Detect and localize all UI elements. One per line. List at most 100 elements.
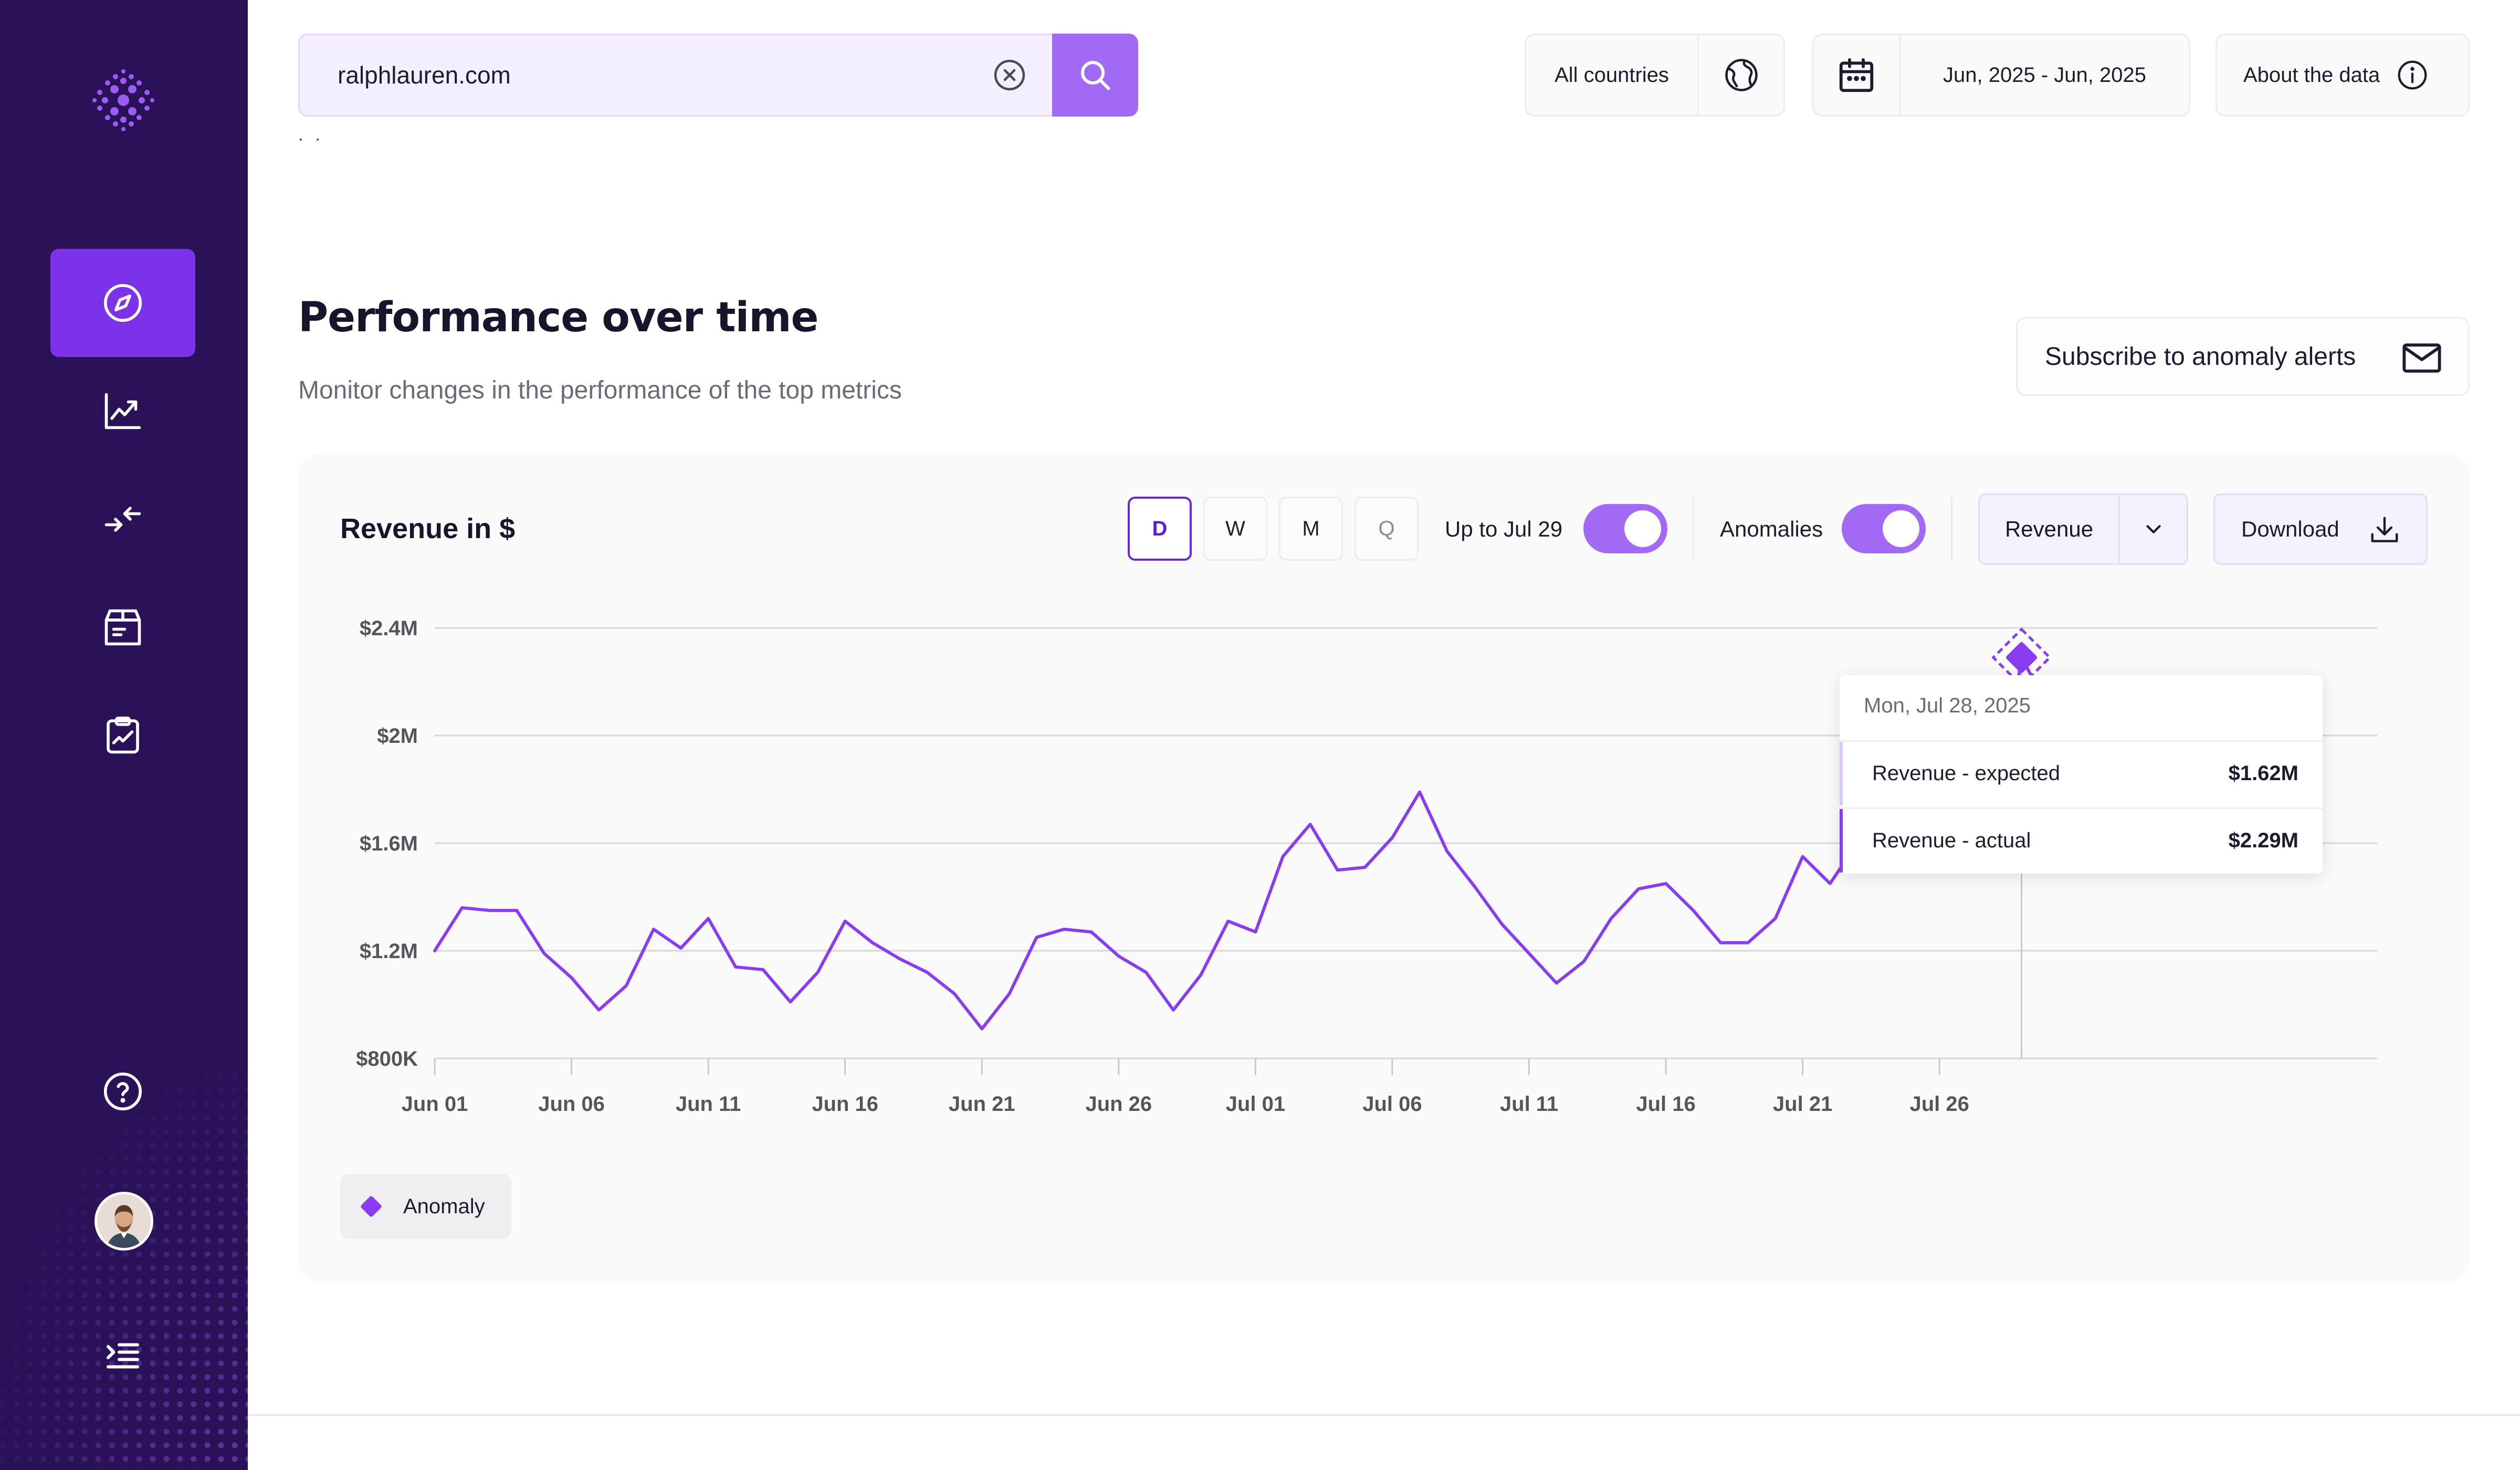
data-point[interactable] <box>678 945 684 951</box>
data-point[interactable] <box>1252 929 1258 935</box>
data-point[interactable] <box>869 940 876 946</box>
data-point[interactable] <box>1471 883 1477 889</box>
data-point[interactable] <box>1198 972 1204 978</box>
data-point[interactable] <box>541 950 547 957</box>
data-point[interactable] <box>1553 980 1560 986</box>
data-point[interactable] <box>1581 959 1587 965</box>
section-subtitle: Monitor changes in the performance of th… <box>298 376 902 404</box>
data-point[interactable] <box>1335 867 1341 873</box>
download-button[interactable]: Download <box>2213 494 2428 565</box>
data-point[interactable] <box>1745 940 1751 946</box>
data-point[interactable] <box>951 991 958 997</box>
brand-logo[interactable] <box>89 66 158 134</box>
data-point[interactable] <box>459 905 465 911</box>
subscribe-alerts-button[interactable]: Subscribe to anomaly alerts <box>2016 317 2470 396</box>
data-point[interactable] <box>1690 907 1696 914</box>
up-to-toggle[interactable] <box>1583 504 1667 553</box>
domain-search-field[interactable]: ralphlauren.com <box>298 34 1054 117</box>
sidebar <box>0 0 248 1470</box>
country-selector[interactable]: All countries <box>1525 34 1785 117</box>
anomaly-legend-marker <box>360 1195 383 1218</box>
data-point[interactable] <box>1389 835 1395 841</box>
data-point[interactable] <box>1225 918 1231 925</box>
data-point[interactable] <box>760 967 766 973</box>
calendar-icon <box>1839 58 1874 92</box>
data-point[interactable] <box>1088 929 1095 935</box>
data-point[interactable] <box>732 964 739 970</box>
anomalies-toggle[interactable] <box>1842 504 1926 553</box>
data-point[interactable] <box>1663 880 1669 887</box>
collapse-sidebar-button[interactable] <box>50 1300 195 1408</box>
clear-search-icon[interactable] <box>992 57 1027 93</box>
data-point[interactable] <box>1307 821 1314 827</box>
data-point[interactable] <box>705 916 711 922</box>
granularity-day-button[interactable]: D <box>1128 497 1192 561</box>
data-point[interactable] <box>1526 950 1532 957</box>
chevron-down-icon <box>2146 525 2161 533</box>
data-point[interactable] <box>1279 854 1286 860</box>
data-point[interactable] <box>979 1026 985 1032</box>
globe-icon <box>1725 59 1758 91</box>
date-range-selector[interactable]: Jun, 2025 - Jun, 2025 <box>1812 34 2190 117</box>
data-point[interactable] <box>1006 991 1012 997</box>
nav-item-trends[interactable] <box>50 357 195 465</box>
chart-legend[interactable]: Anomaly <box>340 1174 511 1239</box>
revenue-line-chart[interactable]: $800K $1.2M $1.6M $2M $2.4M Jun 01 Jun 06 Jun … <box>298 578 2470 1124</box>
about-data-button[interactable]: About the data <box>2216 34 2470 117</box>
nav-item-explore[interactable] <box>50 249 195 357</box>
data-point[interactable] <box>1772 916 1779 922</box>
data-point[interactable] <box>569 974 575 981</box>
data-point[interactable] <box>924 969 930 975</box>
x-tick-label: Jun 11 <box>676 1093 741 1116</box>
search-button[interactable] <box>1052 34 1138 117</box>
nav-item-reports[interactable] <box>50 681 195 790</box>
data-point[interactable] <box>513 907 520 914</box>
avatar[interactable] <box>94 1192 153 1251</box>
tooltip-actual-label: Revenue - actual <box>1872 829 2031 852</box>
granularity-month-button[interactable]: M <box>1279 497 1343 561</box>
x-tick-label: Jun 21 <box>949 1093 1015 1116</box>
tooltip-row-expected: Revenue - expected $1.62M <box>1840 740 2323 805</box>
granularity-week-button[interactable]: W <box>1203 497 1267 561</box>
granularity-quarter-button[interactable]: Q <box>1354 497 1419 561</box>
data-point[interactable] <box>432 948 438 954</box>
chart-tooltip: Mon, Jul 28, 2025 Revenue - expected $1.… <box>1840 675 2323 874</box>
data-point[interactable] <box>1033 934 1040 940</box>
box-icon <box>104 609 141 646</box>
data-point[interactable] <box>650 926 657 932</box>
data-point[interactable] <box>1143 969 1149 975</box>
data-point[interactable] <box>1827 880 1833 887</box>
data-point[interactable] <box>897 956 903 962</box>
search-icon <box>1081 61 1110 90</box>
data-point[interactable] <box>1061 926 1067 932</box>
data-point[interactable] <box>1717 940 1724 946</box>
nav-item-products[interactable] <box>50 573 195 681</box>
up-to-label: Up to Jul 29 <box>1445 517 1563 541</box>
data-point[interactable] <box>1444 848 1450 854</box>
metric-select[interactable]: Revenue <box>1978 494 2188 565</box>
data-point[interactable] <box>623 983 629 989</box>
data-point[interactable] <box>1800 854 1806 860</box>
anomaly-marker[interactable] <box>2005 641 2038 674</box>
data-point[interactable] <box>787 999 793 1005</box>
clipboard-chart-icon <box>107 716 139 754</box>
legend-label-anomaly: Anomaly <box>403 1194 485 1218</box>
data-point[interactable] <box>815 969 821 975</box>
data-point[interactable] <box>1635 886 1642 892</box>
x-tick-label: Jun 16 <box>812 1093 878 1116</box>
data-point[interactable] <box>842 918 848 925</box>
tooltip-expected-value: $1.62M <box>2228 762 2298 785</box>
y-tick-label: $1.2M <box>360 940 418 963</box>
data-point[interactable] <box>1416 789 1423 795</box>
data-point[interactable] <box>486 907 492 914</box>
nav-item-compare[interactable] <box>50 465 195 573</box>
search-input[interactable]: ralphlauren.com <box>338 61 511 89</box>
data-point[interactable] <box>1170 1007 1177 1013</box>
data-point[interactable] <box>1116 953 1122 959</box>
data-point[interactable] <box>1498 921 1505 927</box>
compass-icon <box>103 284 142 322</box>
help-button[interactable] <box>50 1037 195 1146</box>
data-point[interactable] <box>596 1007 602 1013</box>
data-point[interactable] <box>1362 864 1368 870</box>
data-point[interactable] <box>1608 916 1614 922</box>
